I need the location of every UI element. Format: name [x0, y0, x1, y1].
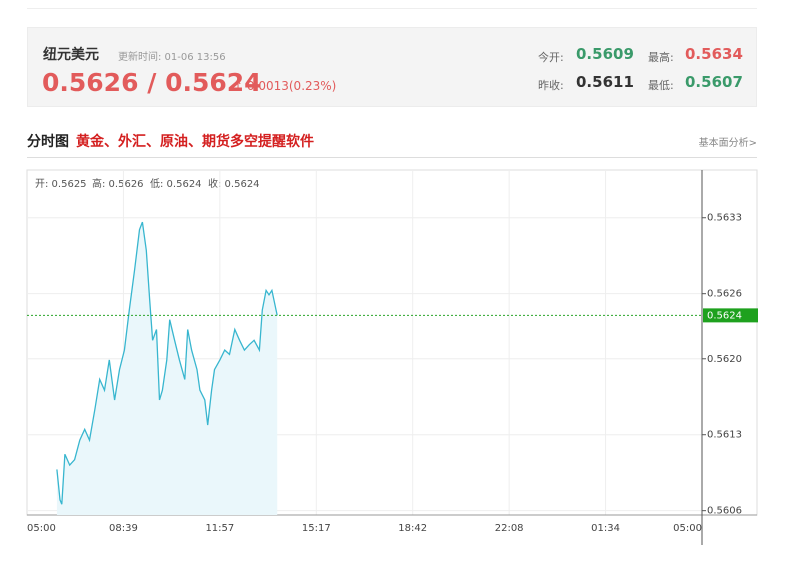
analysis-link[interactable]: 基本面分析> [698, 138, 757, 149]
ohlc-close: 收: 0.5624 [208, 177, 260, 190]
y-tick-label: 0.5613 [707, 430, 742, 441]
bid: 0.5626 [42, 68, 139, 97]
x-tick-label: 22:08 [495, 523, 524, 534]
x-tick-label: 18:42 [398, 523, 427, 534]
ohlc-low: 低: 0.5624 [150, 177, 202, 190]
low: 0.5607 [685, 73, 743, 91]
y-tick-label: 0.5606 [707, 506, 742, 517]
section-title: 分时图 [27, 134, 69, 150]
current-price-box [703, 308, 758, 323]
update-time: 更新时间: 01-06 13:56 [118, 52, 226, 63]
open-label: 今开: [538, 51, 564, 64]
y-tick-label: 0.5633 [707, 213, 742, 224]
prev: 0.5611 [576, 73, 634, 91]
high: 0.5634 [685, 45, 743, 63]
x-tick-label: 11:57 [205, 523, 234, 534]
change: ↑ 0.0013(0.23%) [233, 79, 336, 93]
ohlc-open: 开: 0.5625 [35, 179, 87, 190]
y-tick-label: 0.5620 [707, 354, 742, 365]
open: 0.5609 [576, 45, 634, 63]
ad-link[interactable]: 黄金、外汇、原油、期货多空提醒软件 [76, 134, 314, 150]
price-line [56, 221, 278, 505]
slash: / [147, 68, 157, 97]
ask: 0.5624 [165, 68, 262, 97]
area [56, 222, 278, 515]
pair-name: 纽元美元 [43, 47, 99, 63]
top-rule [27, 8, 757, 9]
section-rule [27, 157, 757, 158]
ohlc-high: 高: 0.5626 [92, 177, 144, 190]
quote-panel: 纽元美元 更新时间: 01-06 13:56 0.5626 / 0.5624 ↑… [27, 27, 757, 107]
price: 0.5626 / 0.5624 [42, 68, 262, 97]
x-tick-label: 15:17 [302, 523, 331, 534]
prev-label: 昨收: [538, 79, 564, 92]
x-tick-label: 08:39 [109, 523, 138, 534]
arrow: ↑ [233, 79, 244, 93]
x-tick-label: 05:00 [27, 523, 56, 534]
current-price-label: 0.5624 [707, 310, 742, 321]
change-value: 0.0013(0.23%) [246, 79, 337, 93]
x-tick-label: 01:34 [591, 523, 620, 534]
low-label: 最低: [648, 79, 674, 92]
y-tick-label: 0.5626 [707, 289, 742, 300]
x-tick-label: 05:00 [673, 523, 702, 534]
high-label: 最高: [648, 51, 674, 64]
